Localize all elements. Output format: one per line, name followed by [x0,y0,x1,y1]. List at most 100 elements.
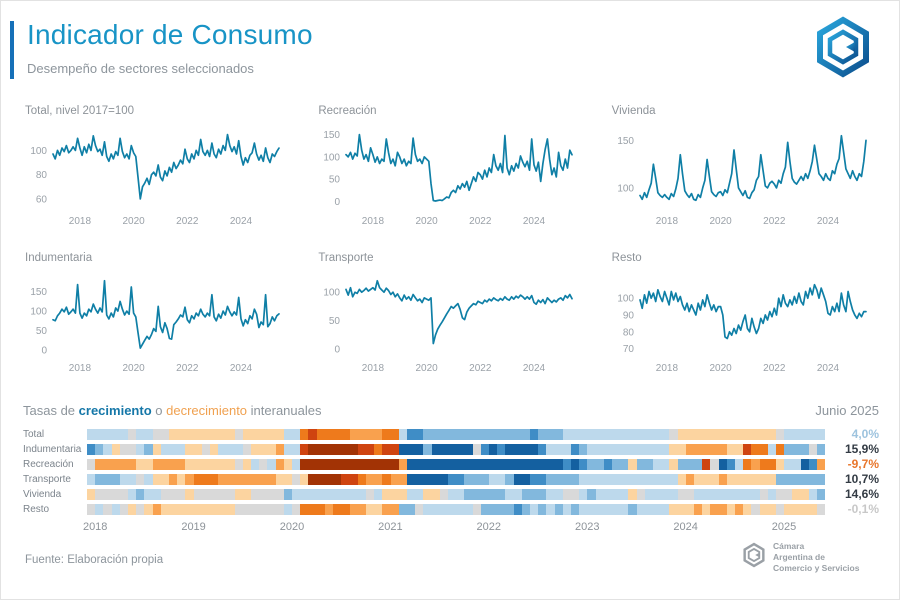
heatmap-cell [521,443,530,455]
heatmap-cell [644,473,654,485]
svg-text:2018: 2018 [362,363,385,374]
heatmap-cell [357,458,366,470]
svg-text:80: 80 [36,170,48,181]
heatmap-cell [464,488,473,500]
heatmap-cell [333,488,342,500]
svg-text:100: 100 [30,307,47,318]
heatmap-cell [579,443,588,455]
heatmap-cell [743,443,752,455]
heatmap-cell [685,428,695,440]
heatmap-cell [579,458,588,470]
heatmap-cell [300,458,309,470]
heatmap-year-label: 2018 [82,521,108,533]
heatmap-cell [628,428,637,440]
heatmap-cell [595,458,604,470]
heatmap-cell [587,443,596,455]
footer-org-name: Cámara Argentina de Comercio y Servicios [773,541,860,574]
heatmap-cell [472,503,481,515]
heatmap-cell [234,428,243,440]
heatmap-cell [210,458,219,470]
heatmap-cell [365,458,375,470]
heatmap-cell [292,488,301,500]
heatmap-cell [308,428,317,440]
heatmap-cell [251,488,260,500]
svg-text:100: 100 [324,152,341,163]
heatmap-cell [308,458,317,470]
heatmap-year-label: 2024 [673,521,698,533]
heatmap-cell [776,488,785,500]
heatmap-cell [185,443,194,455]
heatmap-cell [743,428,752,440]
heatmap-cell [497,458,506,470]
heatmap-cell [661,473,670,485]
heatmap-cell [169,473,178,485]
heatmap-cell [357,473,366,485]
heatmap-cell [595,488,604,500]
heatmap-cell [513,443,522,455]
heatmap-cell [595,503,604,515]
heatmap-cell [177,428,186,440]
heatmap-cell [685,473,695,485]
svg-text:2022: 2022 [763,216,786,227]
heatmap-cell [259,458,268,470]
heatmap-cell [160,428,170,440]
heatmap-cell [242,443,252,455]
heatmap-cell [751,473,760,485]
heatmap-cell [259,488,268,500]
heatmap-cell [800,488,809,500]
heatmap-cell [423,443,432,455]
heatmap-row: Transporte 10,7% [23,472,879,486]
heatmap-cell [308,488,317,500]
heatmap-cell [406,443,416,455]
heatmap-cell [636,458,645,470]
heatmap-cell [210,488,219,500]
line-chart: 150 100 2018 2020 2022 2024 [610,121,879,236]
heatmap-cell [152,428,161,440]
heatmap-cell [800,503,809,515]
chart-title: Transporte [318,252,374,264]
heatmap-cell [776,473,785,485]
heatmap-cell [349,473,358,485]
heatmap-cell [275,503,284,515]
chart-vivienda: Vivienda 150 100 2018 2020 2022 2024 [610,105,879,236]
heatmap-cell [431,473,440,485]
heatmap-cell [521,428,530,440]
heatmap-cell [538,443,547,455]
heatmap-cell [390,443,399,455]
heatmap-cell [185,488,194,500]
heatmap-cell [357,443,366,455]
heatmap-cell [628,443,637,455]
svg-text:2022: 2022 [763,363,786,374]
heatmap-cell [677,488,686,500]
heatmap-cell [292,443,301,455]
heatmap-cell [152,443,161,455]
heatmap-cell [685,443,695,455]
heatmap-cell [374,473,383,485]
heatmap-cell [726,458,736,470]
heatmap-cell [644,503,654,515]
heatmap-cell [119,443,129,455]
heatmap-cell [267,488,276,500]
svg-text:2022: 2022 [176,363,199,374]
heatmap-cell [300,443,309,455]
heatmap-cell [185,473,194,485]
heatmap-cell [784,443,793,455]
heatmap-cell [792,488,801,500]
heatmap-cell [497,428,506,440]
heatmap-cells [87,443,826,455]
heatmap-cell [694,503,703,515]
heatmap-cell [554,473,563,485]
heatmap-cell [587,428,596,440]
heatmap-cell [415,458,424,470]
heatmap-cell [546,443,555,455]
line-chart: 100 80 60 2018 2020 2022 2024 [23,121,292,236]
svg-text:2018: 2018 [655,216,678,227]
heatmap-cell [283,428,293,440]
line-chart: 100 90 80 70 2018 2020 2022 2024 [610,268,879,383]
heatmap-cell [267,428,276,440]
heatmap-cell [456,488,465,500]
heatmap-row-label: Recreación [23,458,74,470]
heatmap-cell [505,488,514,500]
heatmap-cell [283,473,293,485]
svg-text:2024: 2024 [523,363,546,374]
